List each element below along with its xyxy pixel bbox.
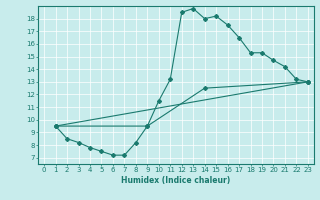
X-axis label: Humidex (Indice chaleur): Humidex (Indice chaleur) [121, 176, 231, 185]
